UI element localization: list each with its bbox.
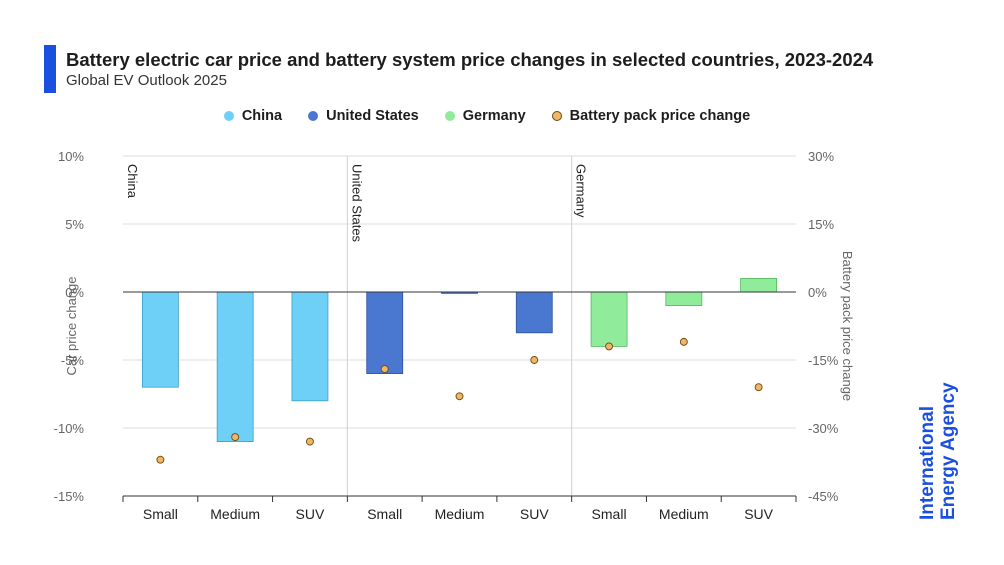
battery-pack-marker — [455, 392, 464, 401]
battery-pack-marker — [754, 383, 763, 392]
y-tick-label: 10% — [58, 149, 84, 164]
legend-item-battery-pack[interactable]: Battery pack price change — [551, 108, 751, 124]
legend-label-battery-pack: Battery pack price change — [569, 108, 751, 124]
chart-subtitle: Global EV Outlook 2025 — [66, 72, 227, 89]
iea-logo-line2: Energy Agency — [938, 382, 959, 520]
y-tick-label: 5% — [65, 217, 84, 232]
legend-swatch-germany — [444, 111, 455, 121]
x-tick-label: SUV — [520, 506, 549, 522]
y-tick-label: -15% — [54, 489, 85, 504]
legend-item-germany[interactable]: Germany — [444, 108, 526, 124]
group-label: United States — [349, 164, 364, 243]
x-tick-label: Small — [143, 506, 178, 522]
group-label: China — [125, 164, 140, 199]
bar — [216, 291, 254, 443]
x-tick-label: Small — [367, 506, 402, 522]
iea-logo-line1: International — [917, 405, 938, 520]
y2-tick-label: -30% — [808, 421, 839, 436]
bar — [366, 291, 404, 374]
legend-item-united-states[interactable]: United States — [308, 108, 419, 124]
bar — [291, 291, 329, 402]
legend: China United States Germany Battery pack… — [0, 108, 974, 124]
battery-pack-marker — [231, 433, 240, 442]
x-tick-label: SUV — [744, 506, 773, 522]
chart-title: Battery electric car price and battery s… — [66, 49, 874, 70]
x-tick-label: SUV — [296, 506, 325, 522]
bar — [141, 291, 179, 388]
y-tick-label: 0% — [65, 285, 84, 300]
battery-pack-marker — [380, 365, 389, 374]
legend-swatch-united-states — [308, 111, 319, 121]
battery-pack-marker — [156, 455, 165, 464]
y-tick-label: -5% — [61, 353, 85, 368]
bar — [590, 291, 628, 347]
battery-pack-marker — [305, 437, 314, 446]
group-label: Germany — [574, 164, 589, 218]
bar — [665, 291, 703, 307]
legend-label-united-states: United States — [326, 108, 419, 124]
legend-label-germany: Germany — [462, 108, 526, 124]
x-tick-label: Medium — [210, 506, 260, 522]
legend-swatch-china — [223, 111, 234, 121]
bar — [740, 277, 778, 293]
y-tick-label: -10% — [54, 421, 85, 436]
y2-tick-label: 15% — [808, 217, 834, 232]
battery-pack-marker — [679, 337, 688, 346]
y2-tick-label: 30% — [808, 149, 834, 164]
title-accent-bar — [44, 45, 56, 93]
legend-swatch-battery-pack — [551, 111, 562, 121]
y2-tick-label: -45% — [808, 489, 839, 504]
y2-axis-title: Battery pack price change — [840, 251, 855, 401]
bar — [515, 291, 553, 334]
x-tick-label: Medium — [659, 506, 709, 522]
battery-pack-marker — [530, 356, 539, 364]
iea-logo: International Energy Agency — [917, 382, 959, 520]
battery-pack-marker — [605, 342, 614, 351]
y2-tick-label: 0% — [808, 285, 827, 300]
legend-label-china: China — [241, 108, 283, 124]
x-tick-label: Medium — [435, 506, 485, 522]
y2-tick-label: -15% — [808, 353, 839, 368]
legend-item-china[interactable]: China — [223, 108, 283, 124]
x-tick-label: Small — [592, 506, 627, 522]
y-axis-title: Car price change — [64, 277, 79, 376]
